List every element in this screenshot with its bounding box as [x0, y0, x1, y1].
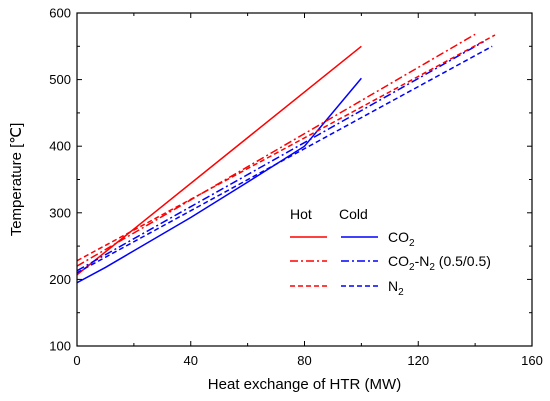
plot-frame: [76, 12, 533, 347]
legend-cold-header: Cold: [339, 206, 368, 222]
series-line: [77, 33, 476, 267]
legend-label: N2: [388, 278, 404, 298]
plot-lines: [77, 33, 496, 284]
y-axis-ticks: 100 200 300 400 500 600: [49, 6, 532, 354]
x-tick-label: 80: [297, 353, 311, 368]
x-tick-label: 120: [407, 353, 429, 368]
legend-hot-header: Hot: [290, 206, 312, 222]
y-tick-label: 200: [49, 272, 71, 287]
series-line: [77, 77, 362, 284]
x-tick-label: 0: [73, 353, 80, 368]
x-tick-label: 160: [521, 353, 543, 368]
series-line: [77, 45, 362, 276]
y-tick-label: 500: [49, 72, 71, 87]
x-axis-label: Heat exchange of HTR (MW): [208, 376, 401, 393]
series-line: [77, 40, 485, 272]
legend-label: CO2-N2 (0.5/0.5): [388, 253, 491, 273]
x-tick-label: 40: [184, 353, 198, 368]
y-axis-label: Temperature [℃]: [8, 123, 25, 237]
series-line: [77, 45, 493, 274]
y-tick-label: 600: [49, 6, 71, 21]
series-line: [77, 34, 496, 262]
y-tick-label: 300: [49, 205, 71, 220]
y-tick-label: 400: [49, 139, 71, 154]
y-tick-label: 100: [49, 339, 71, 354]
legend: Hot Cold CO2 CO2-N2 (0.5/0.5) N2: [290, 206, 491, 298]
legend-label: CO2: [388, 229, 415, 249]
x-axis-ticks: 0 40 80 120 160: [73, 13, 543, 368]
